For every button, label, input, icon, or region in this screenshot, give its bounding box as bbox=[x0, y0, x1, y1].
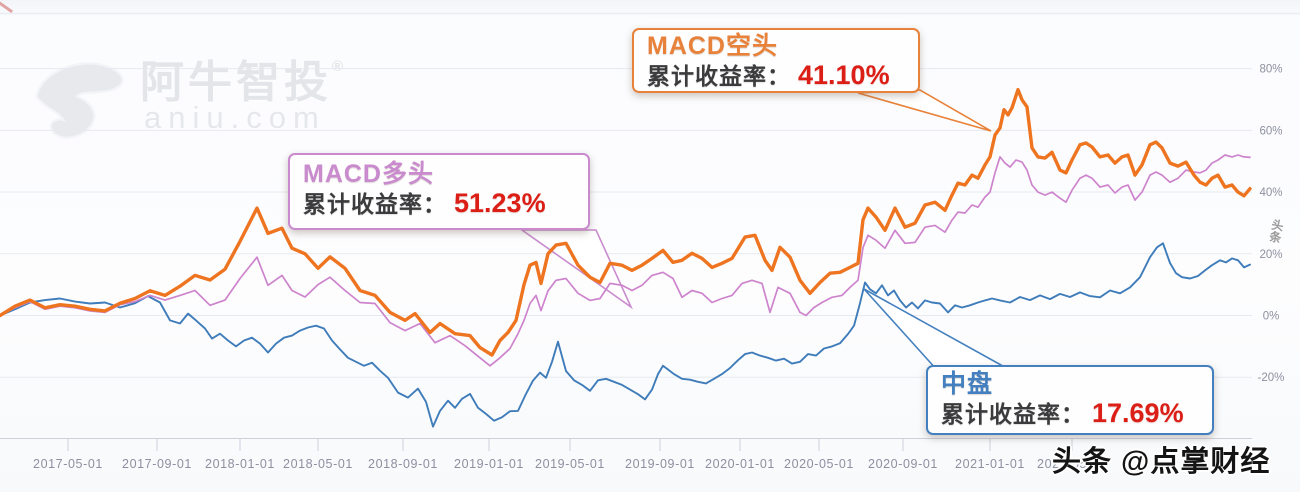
x-axis-label: 2019-01-01 bbox=[454, 457, 524, 471]
callout-macd-short-line: 累计收益率： 41.10% bbox=[647, 60, 905, 95]
y-axis-label: 60% bbox=[1259, 125, 1282, 137]
series-mid-cap bbox=[0, 242, 1251, 428]
y-axis-label: 40% bbox=[1259, 187, 1282, 199]
callout-pointer bbox=[863, 288, 1014, 371]
callout-macd-short: MACD空头 累计收益率： 41.10% bbox=[632, 28, 920, 93]
callout-macd-long: MACD多头 累计收益率： 51.23% bbox=[288, 153, 590, 230]
x-axis-label: 2019-05-01 bbox=[535, 457, 605, 471]
toutiao-watermark: 头条 @点掌财经 bbox=[1052, 446, 1271, 478]
callout-macd-long-line: 累计收益率： 51.23% bbox=[303, 188, 575, 223]
series-macd-long bbox=[0, 154, 1251, 367]
y-axis-label: -20% bbox=[1258, 372, 1285, 384]
x-axis-label: 2017-09-01 bbox=[122, 457, 192, 471]
x-axis-label: 2020-09-01 bbox=[868, 457, 938, 471]
callout-mid-cap-line: 累计收益率： 17.69% bbox=[941, 398, 1199, 433]
callout-macd-long-title: MACD多头 bbox=[303, 160, 434, 188]
x-axis-label: 2020-05-01 bbox=[784, 457, 854, 471]
cumulative-return-value: 41.10% bbox=[798, 60, 890, 90]
callout-mid-cap: 中盘 累计收益率： 17.69% bbox=[926, 365, 1214, 435]
cumulative-return-value: 51.23% bbox=[454, 188, 546, 218]
cumulative-return-value: 17.69% bbox=[1092, 398, 1184, 428]
x-axis-label: 2018-09-01 bbox=[368, 457, 438, 471]
callout-pointer bbox=[857, 89, 992, 132]
y-axis-label: 0% bbox=[1263, 311, 1280, 323]
x-axis-label: 2019-09-01 bbox=[625, 457, 695, 471]
callout-mid-cap-title: 中盘 bbox=[941, 370, 994, 398]
logo-brand-text: 阿牛智投® bbox=[140, 58, 344, 107]
callout-pointer bbox=[519, 229, 633, 310]
x-axis-label: 2021-01-01 bbox=[955, 457, 1025, 471]
x-axis-label: 2017-05-01 bbox=[33, 457, 103, 471]
aniu-watermark-logo: 阿牛智投® aniu.com bbox=[22, 38, 362, 158]
cumulative-return-label: 累计收益率： bbox=[647, 63, 791, 89]
y-axis-label: 80% bbox=[1259, 64, 1282, 76]
bull-swoosh-icon bbox=[35, 62, 124, 139]
series-macd-short bbox=[0, 87, 1252, 357]
cumulative-return-label: 累计收益率： bbox=[941, 401, 1085, 427]
x-axis-label: 2021-05-01 bbox=[1037, 457, 1107, 471]
logo-domain-text: aniu.com bbox=[144, 100, 326, 135]
registered-mark-icon: ® bbox=[332, 58, 344, 75]
callout-macd-short-title: MACD空头 bbox=[647, 32, 778, 60]
cumulative-return-label: 累计收益率： bbox=[303, 191, 447, 217]
y-axis-label: 20% bbox=[1259, 249, 1282, 261]
x-axis-label: 2018-05-01 bbox=[283, 457, 353, 471]
x-axis-label: 2018-01-01 bbox=[205, 457, 275, 471]
x-axis-label: 2020-01-01 bbox=[705, 457, 775, 471]
